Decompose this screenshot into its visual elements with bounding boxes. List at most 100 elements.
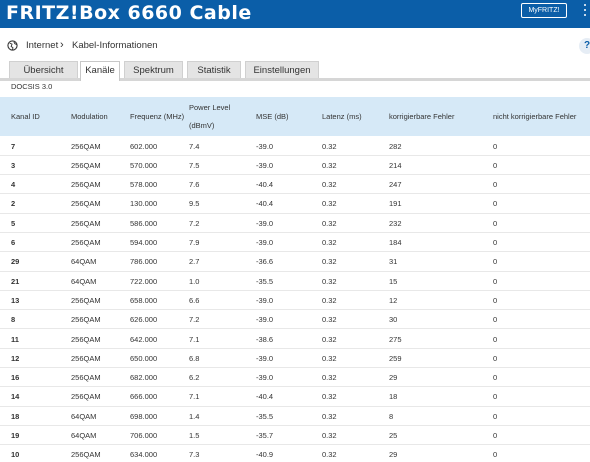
cell-kanal-id: 11	[11, 334, 19, 344]
cell-frequenz: 578.000	[130, 180, 158, 190]
cell-modulation: 256QAM	[71, 180, 101, 190]
cell-nicht-korrigierbare-fehler: 0	[493, 334, 498, 344]
breadcrumb: Internet › Kabel-Informationen	[0, 37, 590, 55]
table-row: 10 256QAM 634.000 7.3 -40.9 0.32 29 0	[0, 445, 590, 462]
cell-kanal-id: 7	[11, 141, 16, 151]
tab-bar: Übersicht Kanäle Spektrum Statistik Eins…	[0, 61, 590, 81]
cell-nicht-korrigierbare-fehler: 0	[493, 450, 498, 460]
cell-modulation: 256QAM	[71, 141, 101, 151]
cell-nicht-korrigierbare-fehler: 0	[493, 199, 498, 209]
cell-kanal-id: 19	[11, 431, 20, 440]
cell-frequenz: 130.000	[130, 199, 158, 209]
cell-kanal-id: 13	[11, 295, 20, 305]
column-header-mse: MSE (dB)	[256, 112, 289, 121]
cell-frequenz: 634.000	[130, 450, 158, 460]
docsis-version-label: DOCSIS 3.0	[11, 82, 53, 91]
cell-nicht-korrigierbare-fehler: 0	[493, 141, 498, 151]
cell-frequenz: 642.000	[130, 334, 158, 344]
help-button[interactable]: ?	[579, 38, 590, 54]
table-row: 16 256QAM 682.000 6.2 -39.0 0.32 29 0	[0, 368, 590, 388]
breadcrumb-current-page: Kabel-Informationen	[72, 40, 158, 51]
cell-power-level: 7.2	[189, 315, 200, 325]
cell-nicht-korrigierbare-fehler: 0	[493, 315, 498, 325]
tab-divider	[0, 78, 590, 81]
column-header-power-unit: (dBmV)	[189, 121, 215, 130]
cell-frequenz: 706.000	[130, 431, 158, 440]
cell-power-level: 7.3	[189, 450, 200, 460]
table-row: 7 256QAM 602.000 7.4 -39.0 0.32 282 0	[0, 137, 590, 156]
column-header-latenz: Latenz (ms)	[322, 112, 362, 121]
cell-korrigierbare-fehler: 31	[389, 257, 398, 267]
cell-latenz: 0.32	[322, 295, 337, 305]
cell-latenz: 0.32	[322, 218, 337, 228]
cell-nicht-korrigierbare-fehler: 0	[493, 180, 498, 190]
cell-nicht-korrigierbare-fehler: 0	[493, 238, 498, 247]
cell-nicht-korrigierbare-fehler: 0	[493, 353, 498, 363]
breadcrumb-internet[interactable]: Internet	[26, 40, 59, 51]
cell-frequenz: 682.000	[130, 373, 158, 383]
cell-frequenz: 658.000	[130, 295, 158, 305]
cell-mse: -39.0	[256, 218, 274, 228]
cell-mse: -35.5	[256, 411, 274, 421]
cell-modulation: 256QAM	[71, 353, 101, 363]
column-header-kanal-id: Kanal ID	[11, 112, 40, 121]
cell-power-level: 6.2	[189, 373, 200, 383]
cell-nicht-korrigierbare-fehler: 0	[493, 160, 498, 170]
cell-power-level: 1.5	[189, 431, 200, 440]
cell-kanal-id: 16	[11, 373, 20, 383]
myfritz-button[interactable]: MyFRITZ!	[521, 3, 567, 18]
table-row: 3 256QAM 570.000 7.5 -39.0 0.32 214 0	[0, 156, 590, 176]
cell-power-level: 1.4	[189, 411, 200, 421]
cell-mse: -36.6	[256, 257, 274, 267]
cell-mse: -35.7	[256, 431, 274, 440]
column-header-korrigierbare-fehler: korrigierbare Fehler	[389, 112, 455, 121]
cell-latenz: 0.32	[322, 315, 337, 325]
cell-nicht-korrigierbare-fehler: 0	[493, 411, 498, 421]
cell-mse: -39.0	[256, 295, 274, 305]
cell-frequenz: 570.000	[130, 160, 158, 170]
cell-korrigierbare-fehler: 18	[389, 392, 398, 402]
cell-nicht-korrigierbare-fehler: 0	[493, 218, 498, 228]
cell-korrigierbare-fehler: 30	[389, 315, 398, 325]
cell-power-level: 9.5	[189, 199, 200, 209]
table-row: 12 256QAM 650.000 6.8 -39.0 0.32 259 0	[0, 349, 590, 369]
cell-latenz: 0.32	[322, 411, 337, 421]
menu-dots-icon[interactable]	[580, 1, 590, 23]
cell-mse: -38.6	[256, 334, 274, 344]
cell-kanal-id: 6	[11, 238, 16, 247]
cell-modulation: 256QAM	[71, 160, 101, 170]
cell-korrigierbare-fehler: 29	[389, 450, 398, 460]
table-row: 11 256QAM 642.000 7.1 -38.6 0.32 275 0	[0, 330, 590, 349]
cell-modulation: 64QAM	[71, 276, 97, 286]
table-row: 18 64QAM 698.000 1.4 -35.5 0.32 8 0	[0, 407, 590, 426]
cell-korrigierbare-fehler: 282	[389, 141, 402, 151]
cell-nicht-korrigierbare-fehler: 0	[493, 392, 498, 402]
cell-frequenz: 650.000	[130, 353, 158, 363]
tab-uebersicht[interactable]: Übersicht	[9, 61, 78, 79]
cell-modulation: 256QAM	[71, 373, 101, 383]
cell-modulation: 64QAM	[71, 257, 97, 267]
column-header-frequenz: Frequenz (MHz)	[130, 112, 185, 121]
tab-spektrum[interactable]: Spektrum	[124, 61, 183, 79]
brand-title: FRITZ!Box 6660 Cable	[6, 2, 252, 24]
cell-nicht-korrigierbare-fehler: 0	[493, 373, 498, 383]
tab-statistik[interactable]: Statistik	[187, 61, 241, 79]
cell-mse: -40.4	[256, 180, 274, 190]
cell-latenz: 0.32	[322, 160, 337, 170]
cell-power-level: 1.0	[189, 276, 200, 286]
table-row: 13 256QAM 658.000 6.6 -39.0 0.32 12 0	[0, 291, 590, 311]
cell-korrigierbare-fehler: 12	[389, 295, 398, 305]
cell-korrigierbare-fehler: 29	[389, 373, 398, 383]
table-row: 19 64QAM 706.000 1.5 -35.7 0.32 25 0	[0, 426, 590, 446]
cell-korrigierbare-fehler: 25	[389, 431, 398, 440]
cell-kanal-id: 10	[11, 450, 20, 460]
cell-mse: -40.9	[256, 450, 274, 460]
tab-einstellungen[interactable]: Einstellungen	[245, 61, 319, 79]
cell-latenz: 0.32	[322, 238, 337, 247]
cell-korrigierbare-fehler: 184	[389, 238, 402, 247]
cell-power-level: 2.7	[189, 257, 200, 267]
tab-kanaele[interactable]: Kanäle	[80, 61, 120, 81]
cell-korrigierbare-fehler: 247	[389, 180, 402, 190]
cell-frequenz: 722.000	[130, 276, 158, 286]
cell-mse: -39.0	[256, 160, 274, 170]
